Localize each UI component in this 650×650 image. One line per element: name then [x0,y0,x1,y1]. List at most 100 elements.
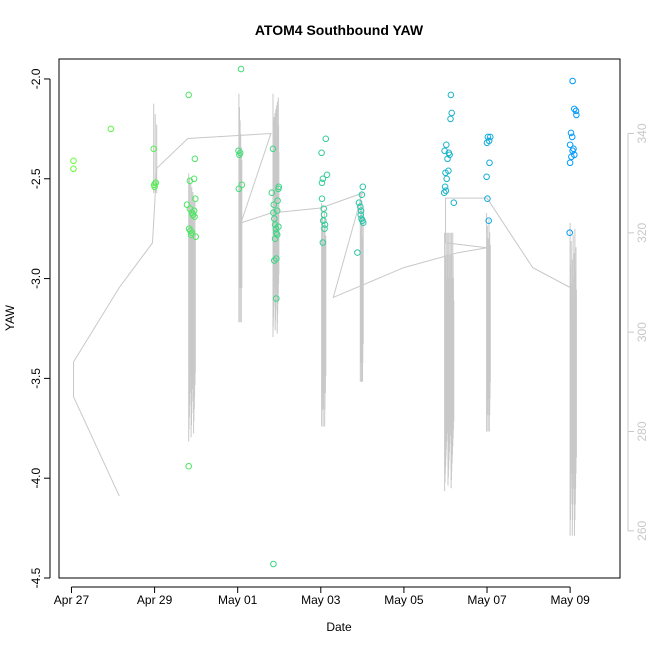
data-point [318,195,326,202]
data-point [107,125,115,133]
data-point [442,187,450,194]
x-tick-label: May 03 [301,593,341,607]
data-point [567,129,575,137]
data-point [566,159,574,167]
data-point [443,141,450,149]
plot-frame [58,58,621,579]
data-point [441,183,449,191]
data-point [318,149,325,157]
data-point [447,91,455,99]
data-point [271,257,278,264]
data-point [273,207,281,214]
y-axis-label: YAW [3,304,17,331]
data-point [191,213,198,220]
data-point [487,133,494,141]
data-point [359,219,367,226]
data-point [450,199,458,206]
data-point [569,77,576,85]
series-layer [70,65,580,568]
data-point [483,173,490,181]
chart-title: ATOM4 Southbound YAW [255,22,424,38]
y-tick-label: -3.5 [29,368,43,389]
data-point [237,65,245,73]
x-axis: Apr 27 Apr 29 May 01 May 03 May 05 May 07 May … [54,586,590,607]
data-point [359,183,367,191]
data-point [485,217,493,224]
data-point [192,195,199,202]
data-point [566,229,574,236]
data-point [270,209,277,216]
data-point [357,211,365,218]
data-point [275,183,283,191]
data-point [70,165,77,173]
data-point [566,141,574,149]
data-point [573,111,580,119]
data-point [150,181,158,189]
data-point [483,139,491,147]
data-point [440,189,448,196]
data-point [568,153,575,161]
data-point [318,179,326,187]
x-tick-label: May 07 [467,593,507,607]
y-tick-label: -4.0 [29,468,43,489]
data-point [486,159,493,167]
data-point [568,133,576,141]
data-point [70,157,77,165]
data-point [235,185,243,193]
data-point [358,191,366,198]
x-tick-label: May 09 [550,593,590,607]
data-point [445,167,452,175]
x-tick-label: Apr 27 [54,593,90,607]
data-point [572,107,580,115]
data-point [319,175,327,183]
data-point [269,145,277,153]
data-point [188,229,196,236]
data-point [354,249,361,256]
data-point [357,207,365,214]
y-tick-label: -3.0 [29,268,43,289]
x-tick-label: May 01 [218,593,258,607]
data-point [271,221,279,228]
data-point [235,147,242,155]
data-point [570,145,577,153]
y-right-tick-label: 260 [635,520,649,540]
data-point [447,115,454,123]
y-right-tick-label: 280 [635,421,649,441]
data-point [270,201,278,208]
data-point [448,109,456,117]
y-axis-left: -2.0 -2.5 -3.0 -3.5 -4.0 -4.5 [29,68,51,588]
data-point [322,135,330,143]
data-point [270,560,277,568]
data-point [150,145,157,153]
data-point [446,151,453,159]
data-point [319,239,327,246]
y-tick-label: -4.5 [29,567,43,588]
x-tick-label: May 05 [384,593,424,607]
data-point [323,171,331,179]
y-axis-right: 260 280 300 320 340 [627,123,649,541]
data-point [185,462,192,470]
data-point [152,179,160,187]
data-point [355,199,363,206]
data-point [571,105,578,113]
data-point [485,137,493,145]
y-tick-label: -2.5 [29,168,43,189]
y-tick-label: -2.0 [29,68,43,89]
y-right-tick-label: 300 [635,322,649,342]
data-point [321,225,328,232]
data-point [187,227,194,234]
data-point [186,177,194,185]
y-right-tick-label: 320 [635,222,649,242]
data-point [357,203,364,210]
data-point [271,235,279,242]
data-point [185,91,192,99]
data-point [275,223,282,230]
data-point [484,195,491,202]
data-point [273,255,280,262]
data-point [443,175,451,183]
x-tick-label: Apr 29 [137,593,173,607]
data-point [273,295,280,302]
x-axis-label: Date [326,620,352,634]
data-point [236,149,244,157]
